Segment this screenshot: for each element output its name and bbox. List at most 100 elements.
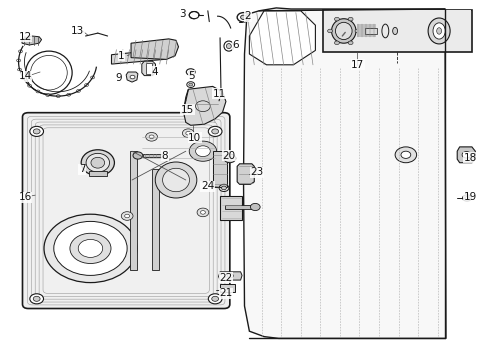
Circle shape xyxy=(28,84,32,87)
Text: 16: 16 xyxy=(19,192,32,202)
Text: 24: 24 xyxy=(201,181,214,192)
Bar xyxy=(212,151,227,187)
Circle shape xyxy=(145,132,157,141)
Circle shape xyxy=(347,17,352,21)
Circle shape xyxy=(21,77,25,80)
Circle shape xyxy=(33,296,40,301)
Text: 4: 4 xyxy=(151,67,158,77)
Text: 1: 1 xyxy=(118,51,124,61)
Circle shape xyxy=(334,41,339,45)
Polygon shape xyxy=(111,50,170,64)
Bar xyxy=(145,63,151,74)
Circle shape xyxy=(334,17,339,21)
Bar xyxy=(364,28,376,34)
Text: 19: 19 xyxy=(463,192,476,202)
Circle shape xyxy=(354,29,359,33)
Circle shape xyxy=(19,50,22,53)
Text: 3: 3 xyxy=(179,9,185,19)
Ellipse shape xyxy=(162,168,189,192)
Ellipse shape xyxy=(392,27,397,35)
Ellipse shape xyxy=(155,162,196,198)
Circle shape xyxy=(461,152,470,158)
Bar xyxy=(356,24,375,37)
Circle shape xyxy=(44,214,137,283)
Circle shape xyxy=(36,90,40,93)
Circle shape xyxy=(84,84,88,86)
Circle shape xyxy=(188,83,192,86)
Ellipse shape xyxy=(436,28,441,34)
Text: 8: 8 xyxy=(161,150,168,161)
Polygon shape xyxy=(237,164,254,184)
Circle shape xyxy=(182,129,194,138)
Circle shape xyxy=(124,214,129,218)
Circle shape xyxy=(188,71,192,73)
Circle shape xyxy=(400,151,410,158)
Polygon shape xyxy=(142,61,155,76)
Polygon shape xyxy=(243,8,445,338)
Circle shape xyxy=(90,76,94,79)
Text: 6: 6 xyxy=(232,40,239,50)
Circle shape xyxy=(224,154,235,163)
Circle shape xyxy=(70,233,111,264)
Polygon shape xyxy=(22,36,41,45)
Circle shape xyxy=(220,288,224,292)
Bar xyxy=(129,151,137,270)
Ellipse shape xyxy=(335,22,351,40)
Circle shape xyxy=(121,212,133,220)
Text: 9: 9 xyxy=(115,73,122,84)
Bar xyxy=(143,154,162,157)
Circle shape xyxy=(227,157,232,160)
Circle shape xyxy=(130,75,135,79)
Ellipse shape xyxy=(331,19,355,43)
Bar xyxy=(224,205,254,209)
Text: 22: 22 xyxy=(219,273,232,283)
Circle shape xyxy=(211,129,218,134)
Polygon shape xyxy=(249,11,315,65)
Circle shape xyxy=(189,141,216,161)
Circle shape xyxy=(185,131,190,135)
Bar xyxy=(220,284,234,292)
Circle shape xyxy=(195,146,210,157)
Text: 7: 7 xyxy=(79,164,85,174)
Ellipse shape xyxy=(91,157,104,168)
Text: 20: 20 xyxy=(222,150,235,161)
Ellipse shape xyxy=(427,18,449,44)
Circle shape xyxy=(462,195,470,201)
Text: 2: 2 xyxy=(244,11,251,21)
Circle shape xyxy=(56,95,60,98)
Circle shape xyxy=(30,126,43,136)
Circle shape xyxy=(394,147,416,163)
Text: 13: 13 xyxy=(71,26,84,36)
Bar xyxy=(89,171,106,176)
Circle shape xyxy=(211,296,218,301)
Text: 12: 12 xyxy=(19,32,32,42)
Circle shape xyxy=(46,94,50,96)
Circle shape xyxy=(17,59,20,62)
Bar xyxy=(220,196,242,220)
FancyBboxPatch shape xyxy=(22,113,229,309)
Polygon shape xyxy=(456,147,474,163)
Text: 11: 11 xyxy=(212,89,225,99)
Bar xyxy=(323,10,470,51)
Text: 21: 21 xyxy=(219,288,232,298)
Circle shape xyxy=(78,239,102,257)
Circle shape xyxy=(197,208,208,217)
Text: 10: 10 xyxy=(188,132,201,143)
Bar xyxy=(151,169,159,270)
Ellipse shape xyxy=(86,153,109,172)
Circle shape xyxy=(149,135,154,139)
Circle shape xyxy=(327,29,332,33)
Text: 14: 14 xyxy=(19,71,32,81)
Polygon shape xyxy=(126,72,138,82)
Text: 15: 15 xyxy=(181,105,194,115)
Circle shape xyxy=(76,90,80,93)
Circle shape xyxy=(464,197,468,199)
Polygon shape xyxy=(183,86,225,125)
Circle shape xyxy=(67,93,71,96)
Text: 17: 17 xyxy=(350,60,364,70)
Text: 5: 5 xyxy=(188,71,195,81)
Circle shape xyxy=(208,294,222,304)
Text: 18: 18 xyxy=(463,153,476,163)
Text: 23: 23 xyxy=(250,167,263,177)
Circle shape xyxy=(227,274,233,278)
